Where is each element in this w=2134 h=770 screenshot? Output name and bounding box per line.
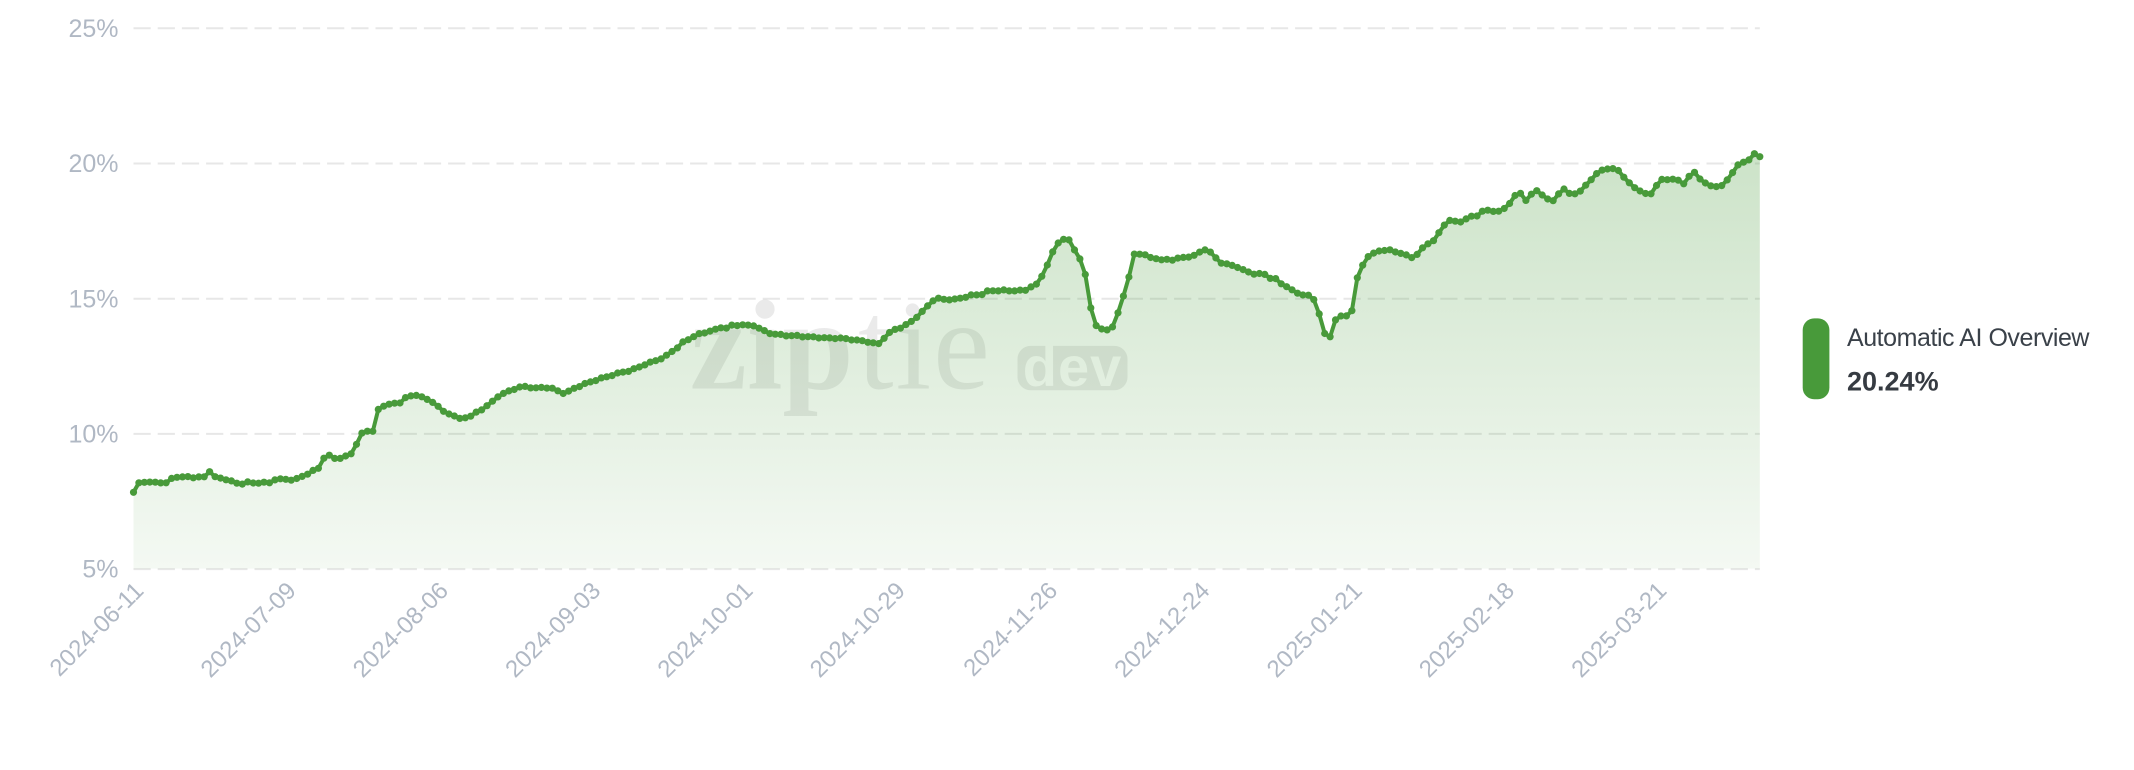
svg-text:Automatic AI Overview: Automatic AI Overview [1847,324,2090,352]
svg-text:5%: 5% [82,556,118,584]
svg-text:10%: 10% [68,421,118,449]
svg-text:15%: 15% [68,285,118,313]
svg-text:20%: 20% [68,150,118,178]
svg-text:20.24%: 20.24% [1847,367,1939,397]
svg-text:25%: 25% [68,15,118,43]
